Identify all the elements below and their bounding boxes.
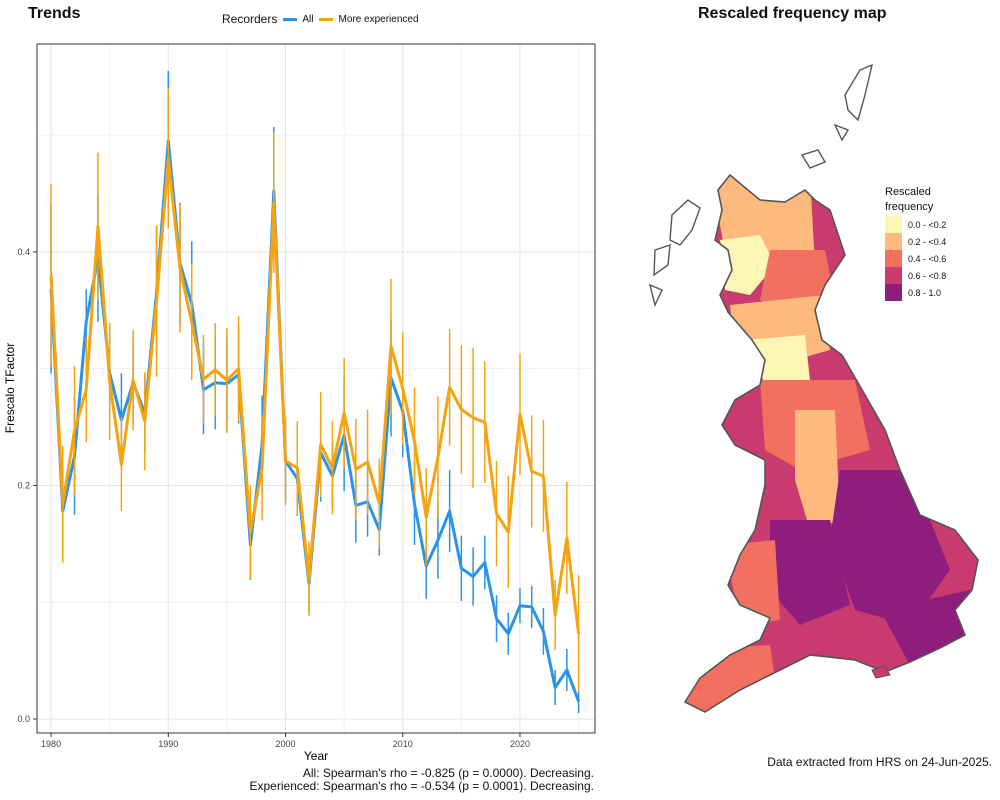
map-legend: Rescaled frequency 0.0 - <0.2 0.2 - <0.4… — [885, 186, 946, 301]
plot-frame — [36, 43, 596, 734]
data-source-note: Data extracted from HRS on 24-Jun-2025. — [767, 755, 992, 769]
region-wales — [725, 540, 780, 625]
map-title: Rescaled frequency map — [698, 5, 887, 22]
map-legend-row: 0.0 - <0.2 — [885, 216, 946, 233]
map-legend-key — [885, 250, 902, 267]
legend-label-all: All — [302, 13, 314, 25]
map-legend-title-line1: Rescaled — [885, 186, 931, 198]
axes: 1980 1990 2000 2010 2020 0.0 0.2 0.4 — [17, 247, 530, 749]
gb-frequency-map — [648, 63, 979, 713]
map-legend-key — [885, 216, 902, 233]
region-midlands-west — [770, 520, 850, 625]
y-axis-label: Frescalo TFactor — [3, 343, 17, 433]
x-tick-label: 2020 — [510, 739, 530, 749]
x-tick-label: 2000 — [276, 739, 296, 749]
legend-swatch-experienced — [319, 17, 334, 21]
legend-entry-all: All — [283, 14, 313, 25]
footer-stats: All: Spearman's rho = -0.825 (p = 0.0000… — [250, 767, 595, 793]
legend-swatch-all — [283, 17, 298, 21]
x-tick-label: 1980 — [41, 739, 61, 749]
map-legend-row: 0.2 - <0.4 — [885, 233, 946, 250]
map-legend-row: 0.6 - <0.8 — [885, 267, 946, 284]
series-experienced — [49, 88, 581, 693]
map-legend-key — [885, 284, 902, 301]
x-tick-label: 1990 — [158, 739, 178, 749]
map-legend-label: 0.4 - <0.6 — [908, 253, 947, 264]
legend-label-experienced: More experienced — [338, 13, 419, 25]
y-tick-label: 0.2 — [17, 480, 30, 490]
gb-outline — [683, 173, 979, 713]
map-legend-row: 0.8 - 1.0 — [885, 284, 946, 301]
stat-experienced: Experienced: Spearman's rho = -0.534 (p … — [249, 779, 595, 793]
series-layer — [49, 70, 581, 714]
region-highlands-light — [720, 235, 775, 295]
y-tick-label: 0.0 — [17, 714, 30, 724]
recorders-legend: Recorders All More experienced — [222, 12, 419, 26]
trends-title: Trends — [28, 5, 81, 22]
map-legend-label: 0.0 - <0.2 — [908, 219, 947, 230]
map-legend-key — [885, 233, 902, 250]
map-legend-label: 0.6 - <0.8 — [908, 270, 947, 281]
isle-of-wight-outline — [871, 665, 891, 679]
map-legend-label: 0.8 - 1.0 — [908, 287, 942, 298]
y-tick-label: 0.4 — [17, 247, 30, 257]
stat-all: All: Spearman's rho = -0.825 (p = 0.0000… — [302, 766, 594, 780]
legend-title: Recorders — [222, 12, 278, 26]
legend-entry-experienced: More experienced — [319, 13, 419, 25]
western-isles-outline — [648, 199, 701, 308]
x-tick-label: 2010 — [393, 739, 413, 749]
map-legend-key — [885, 267, 902, 284]
northern-isles-outline — [800, 63, 873, 169]
trends-chart: 1980 1990 2000 2010 2020 0.0 0.2 0.4 Year Fresc… — [3, 43, 596, 763]
map-legend-label: 0.2 - <0.4 — [908, 236, 947, 247]
series-line — [49, 156, 581, 634]
map-legend-title-line2: frequency — [885, 201, 934, 213]
region-pennines — [795, 410, 840, 530]
x-axis-label: Year — [304, 749, 328, 763]
map-legend-row: 0.4 - <0.6 — [885, 250, 946, 267]
